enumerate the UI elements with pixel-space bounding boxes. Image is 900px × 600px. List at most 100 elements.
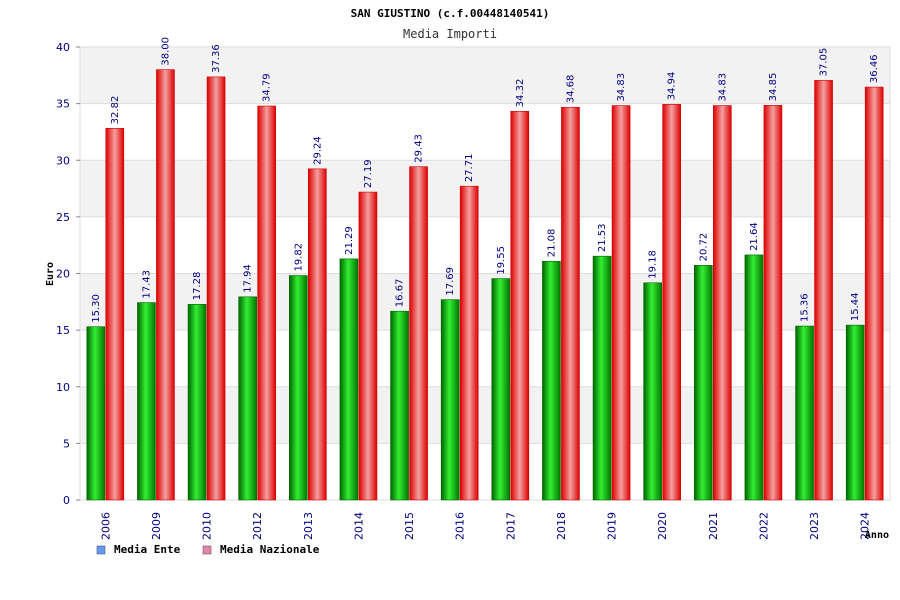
value-label-media-nazionale-2009: 38.00: [160, 37, 171, 66]
value-label-media-ente-2013: 19.82: [293, 243, 304, 272]
bar-media-ente-2012: [238, 296, 257, 501]
legend: Media Ente Media Nazionale: [96, 543, 320, 556]
bar-media-nazionale-2015: [409, 166, 428, 501]
x-axis-ticks: 2006 2009 2010 2012 2013 2014 2015 2016 2017 2018…: [99, 512, 871, 540]
bar-media-nazionale-2021: [713, 105, 732, 501]
value-label-media-nazionale-2016: 27.71: [464, 154, 475, 183]
x-tick-label-2016: 2016: [454, 512, 467, 540]
value-labels: 15.30 32.82 17.43 38.00 17.28 37.36 17.94 34.79…: [91, 37, 880, 323]
value-label-media-ente-2012: 17.94: [243, 264, 254, 293]
value-label-media-nazionale-2015: 29.43: [414, 134, 425, 163]
bar-media-nazionale-2022: [763, 105, 783, 501]
value-label-media-nazionale-2022: 34.85: [768, 73, 779, 102]
bar-media-ente-2015: [390, 310, 409, 501]
bar-media-ente-2013: [289, 275, 308, 501]
x-tick-label-2018: 2018: [555, 512, 568, 540]
bar-media-ente-2009: [137, 302, 156, 501]
y-tick-label: 15: [56, 324, 70, 337]
value-label-media-ente-2016: 17.69: [445, 267, 456, 296]
bar-media-nazionale-2013: [308, 168, 327, 501]
bar-media-ente-2024: [845, 324, 865, 501]
bar-media-ente-2010: [187, 304, 207, 501]
x-tick-label-2017: 2017: [504, 512, 517, 540]
chart-title: SAN GIUSTINO (c.f.00448140541): [351, 7, 550, 20]
bar-media-ente-2020: [643, 282, 662, 501]
x-tick-label-2024: 2024: [859, 512, 872, 540]
bar-media-nazionale-2010: [206, 76, 226, 501]
value-label-media-ente-2017: 19.55: [496, 246, 507, 275]
legend-label-media-ente: Media Ente: [114, 543, 181, 556]
value-label-media-ente-2021: 20.72: [698, 233, 709, 262]
bar-media-ente-2006: [86, 326, 106, 501]
value-label-media-ente-2010: 17.28: [192, 272, 203, 301]
y-tick-label: 35: [56, 98, 70, 111]
x-axis-label: Anno: [865, 530, 889, 541]
value-label-media-nazionale-2020: 34.94: [667, 72, 678, 101]
legend-swatch-media-nazionale: [202, 545, 212, 555]
x-tick-label-2012: 2012: [251, 512, 264, 540]
y-tick-label: 10: [56, 381, 70, 394]
value-label-media-ente-2006: 15.30: [91, 294, 102, 323]
x-tick-label-2009: 2009: [150, 512, 163, 540]
value-label-media-ente-2020: 19.18: [648, 250, 659, 279]
bar-media-nazionale-2019: [611, 105, 631, 501]
bar-media-nazionale-2023: [814, 80, 833, 501]
x-tick-label-2013: 2013: [302, 512, 315, 540]
value-label-media-nazionale-2019: 34.83: [616, 73, 627, 102]
bar-media-nazionale-2017: [510, 111, 530, 501]
x-tick-label-2022: 2022: [757, 512, 770, 540]
value-label-media-ente-2009: 17.43: [141, 270, 152, 299]
bar-media-ente-2022: [744, 254, 764, 501]
value-label-media-nazionale-2018: 34.68: [565, 75, 576, 104]
value-label-media-nazionale-2021: 34.83: [717, 73, 728, 102]
bar-media-nazionale-2009: [156, 69, 175, 501]
bar-media-ente-2021: [694, 265, 713, 501]
x-tick-label-2023: 2023: [808, 512, 821, 540]
value-label-media-nazionale-2014: 27.19: [363, 159, 374, 188]
value-label-media-nazionale-2012: 34.79: [262, 73, 273, 102]
y-axis-label: Euro: [45, 262, 56, 286]
value-label-media-ente-2018: 21.08: [546, 229, 557, 258]
bar-media-ente-2019: [592, 255, 612, 501]
value-label-media-nazionale-2017: 34.32: [515, 79, 526, 108]
x-tick-label-2010: 2010: [201, 512, 214, 540]
legend-label-media-nazionale: Media Nazionale: [220, 543, 320, 556]
bar-media-ente-2014: [339, 258, 359, 501]
x-tick-label-2019: 2019: [606, 512, 619, 540]
bar-media-ente-2017: [491, 278, 511, 501]
bar-media-nazionale-2018: [561, 106, 580, 501]
value-label-media-ente-2022: 21.64: [749, 222, 760, 251]
value-label-media-ente-2023: 15.36: [800, 293, 811, 322]
value-label-media-nazionale-2024: 36.46: [869, 54, 880, 83]
value-label-media-ente-2015: 16.67: [395, 279, 406, 308]
y-tick-label: 5: [63, 437, 70, 450]
y-tick-label: 30: [56, 154, 70, 167]
y-tick-label: 25: [56, 211, 70, 224]
bar-media-ente-2018: [542, 260, 561, 501]
y-tick-label: 0: [63, 494, 70, 507]
bar-media-nazionale-2016: [459, 185, 479, 501]
y-axis-ticks: 0 5 10 15 20 25 30 35 40: [56, 41, 80, 507]
y-tick-label: 20: [56, 268, 70, 281]
value-label-media-ente-2019: 21.53: [597, 224, 608, 253]
legend-swatch-media-ente: [96, 545, 106, 555]
bar-media-nazionale-2006: [105, 128, 125, 501]
x-tick-label-2020: 2020: [656, 512, 669, 540]
bar-media-nazionale-2012: [257, 105, 276, 501]
x-tick-label-2014: 2014: [352, 512, 365, 540]
bar-media-ente-2023: [795, 325, 814, 501]
chart-subtitle: Media Importi: [403, 27, 497, 41]
x-tick-label-2006: 2006: [99, 512, 112, 540]
value-label-media-nazionale-2006: 32.82: [110, 96, 121, 125]
value-label-media-nazionale-2023: 37.05: [819, 48, 830, 77]
value-label-media-nazionale-2013: 29.24: [312, 136, 323, 165]
value-label-media-ente-2014: 21.29: [344, 226, 355, 255]
bar-media-ente-2016: [440, 299, 460, 501]
bar-media-nazionale-2014: [358, 191, 378, 501]
x-tick-label-2021: 2021: [707, 512, 720, 540]
bars: [86, 69, 884, 501]
bar-media-nazionale-2020: [662, 104, 681, 501]
x-tick-label-2015: 2015: [403, 512, 416, 540]
value-label-media-nazionale-2010: 37.36: [211, 44, 222, 73]
